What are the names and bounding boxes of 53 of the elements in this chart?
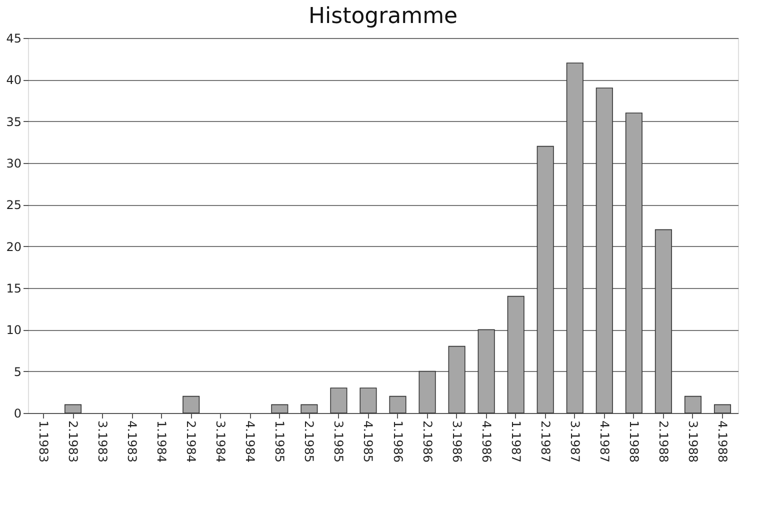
x-tick-label: 2.1983 — [66, 420, 80, 462]
bar — [536, 146, 554, 414]
x-tick-label: 4.1983 — [125, 420, 140, 462]
x-tick-label: 1.1985 — [272, 420, 287, 462]
bar — [271, 404, 288, 414]
y-tick-label: 15 — [6, 282, 22, 296]
bar — [714, 404, 732, 414]
x-tick-label: 4.1984 — [243, 420, 258, 462]
bar — [330, 388, 348, 414]
bar — [182, 396, 200, 414]
bar — [684, 396, 702, 414]
y-tick-label: 10 — [6, 323, 22, 338]
x-tick-label: 2.1985 — [302, 420, 316, 462]
x-tick-label: 3.1985 — [332, 420, 346, 462]
x-tick-label: 1.1987 — [508, 420, 523, 462]
chart-title: Histogramme — [308, 4, 458, 29]
y-tick-label: 0 — [14, 406, 22, 420]
x-tick-label: 3.1987 — [568, 420, 582, 462]
bar — [596, 88, 613, 414]
bar — [418, 370, 436, 414]
x-tick-label: 2.1984 — [184, 420, 198, 462]
bar — [507, 296, 524, 414]
x-tick-label: 3.1988 — [686, 420, 700, 462]
x-tick-label: 3.1983 — [96, 420, 110, 462]
y-tick-label: 5 — [14, 364, 22, 379]
bar — [625, 112, 642, 414]
bar — [64, 404, 82, 414]
bar — [566, 62, 584, 414]
x-tick-label: 1.1983 — [36, 420, 50, 462]
y-tick-label: 20 — [6, 240, 22, 254]
x-tick-label: 3.1984 — [214, 420, 228, 462]
bar — [389, 396, 406, 414]
x-tick-label: 1.1984 — [154, 420, 169, 462]
x-tick-label: 1.1988 — [626, 420, 641, 462]
y-tick-label: 35 — [6, 114, 22, 129]
y-tick-label: 25 — [6, 198, 22, 212]
bar — [448, 346, 466, 414]
x-tick-label: 3.1986 — [450, 420, 464, 462]
x-tick-label: 4.1985 — [361, 420, 376, 462]
x-tick-label: 4.1986 — [479, 420, 494, 462]
x-tick-label: 2.1986 — [420, 420, 434, 462]
x-tick-label: 1.1986 — [390, 420, 405, 462]
x-tick-label: 2.1988 — [656, 420, 670, 462]
bar — [654, 229, 672, 414]
y-tick-label: 30 — [6, 156, 22, 170]
bar — [360, 388, 377, 414]
y-tick-label: 40 — [6, 73, 22, 88]
bar — [300, 404, 318, 414]
x-tick-label: 4.1988 — [716, 420, 730, 462]
x-tick-label: 2.1987 — [538, 420, 552, 462]
x-tick-label: 4.1987 — [597, 420, 612, 462]
y-tick-label: 45 — [6, 32, 22, 46]
bar — [478, 329, 495, 414]
